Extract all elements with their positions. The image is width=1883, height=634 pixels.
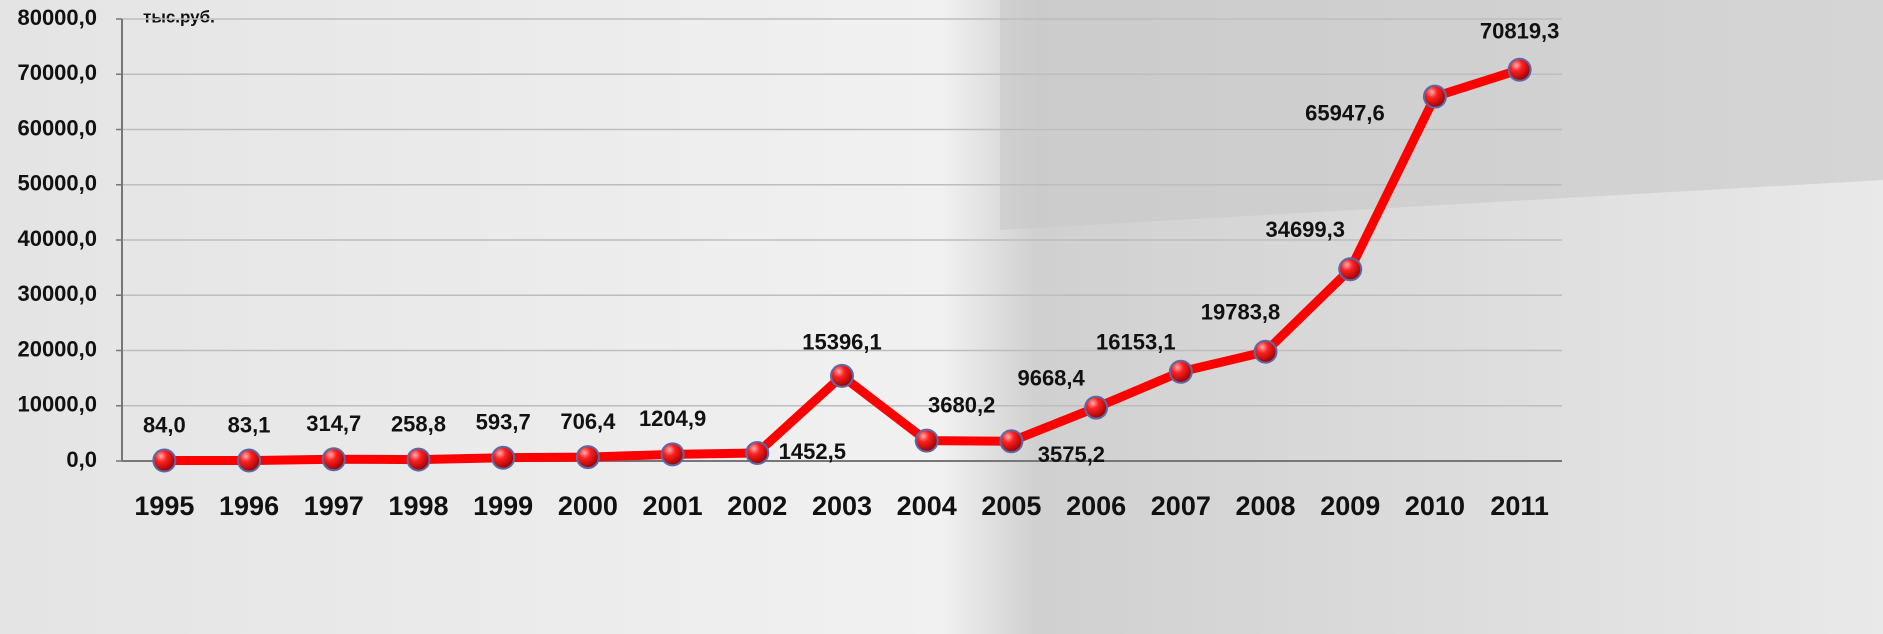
data-label: 706,4: [560, 409, 616, 434]
x-tick-label: 2011: [1490, 491, 1549, 521]
marker: [153, 450, 175, 472]
y-tick-label: 80000,0: [17, 5, 97, 30]
x-tick-label: 2007: [1151, 491, 1211, 521]
marker: [1255, 341, 1277, 363]
x-tick-label: 2002: [727, 491, 787, 521]
data-label: 65947,6: [1305, 100, 1385, 125]
marker: [323, 448, 345, 470]
data-label: 1452,5: [779, 439, 846, 464]
chart: тыс.руб. 0,0 10000,0 20000,0 30000,0 40000,0…: [0, 0, 1883, 634]
data-label: 3575,2: [1038, 442, 1105, 467]
data-label: 84,0: [143, 412, 186, 437]
data-label: 1204,9: [639, 406, 706, 431]
marker: [1424, 86, 1446, 108]
x-tick-label: 2000: [558, 491, 618, 521]
y-tick-label: 20000,0: [17, 336, 97, 361]
x-tick-label: 2003: [812, 491, 872, 521]
marker: [407, 449, 429, 471]
data-label: 83,1: [228, 412, 271, 437]
data-label: 593,7: [476, 410, 531, 435]
y-tick-label: 60000,0: [17, 115, 97, 140]
y-axis-label: тыс.руб.: [143, 7, 215, 26]
marker: [831, 365, 853, 387]
x-tick-label: 1995: [134, 491, 194, 521]
marker: [238, 450, 260, 472]
x-tick-label: 2001: [643, 491, 703, 521]
x-tick-label: 1998: [388, 491, 448, 521]
marker: [662, 443, 684, 465]
data-label: 19783,8: [1201, 300, 1281, 325]
marker: [1085, 397, 1107, 419]
marker: [1509, 59, 1531, 81]
x-tick-label: 2004: [897, 491, 957, 521]
y-tick-label: 40000,0: [17, 226, 97, 251]
x-tick-label: 1999: [473, 491, 533, 521]
y-tick-label: 0,0: [66, 447, 97, 472]
y-tick-label: 50000,0: [17, 171, 97, 196]
marker: [1339, 258, 1361, 280]
y-tick-label: 30000,0: [17, 281, 97, 306]
x-tick-label: 1996: [219, 491, 279, 521]
x-tick-label: 2010: [1405, 491, 1465, 521]
data-label: 70819,3: [1480, 19, 1560, 44]
x-tick-label: 2008: [1235, 491, 1295, 521]
x-tick-label: 1997: [304, 491, 364, 521]
x-tick-label: 2006: [1066, 491, 1126, 521]
x-tick-label: 2009: [1320, 491, 1380, 521]
marker: [916, 430, 938, 452]
page: тыс.руб. 0,0 10000,0 20000,0 30000,0 40000,0…: [0, 0, 1883, 634]
y-tick-label: 70000,0: [17, 60, 97, 85]
marker: [577, 446, 599, 468]
data-label: 258,8: [391, 411, 446, 436]
marker: [1000, 430, 1022, 452]
marker: [492, 447, 514, 469]
x-tick-label: 2005: [981, 491, 1041, 521]
data-label: 314,7: [306, 411, 361, 436]
marker: [1170, 361, 1192, 383]
data-label: 16153,1: [1096, 330, 1176, 355]
data-label: 9668,4: [1017, 365, 1085, 390]
data-label: 3680,2: [928, 392, 995, 417]
y-tick-label: 10000,0: [17, 392, 97, 417]
marker: [746, 442, 768, 464]
data-label: 15396,1: [802, 330, 882, 355]
data-label: 34699,3: [1265, 217, 1345, 242]
